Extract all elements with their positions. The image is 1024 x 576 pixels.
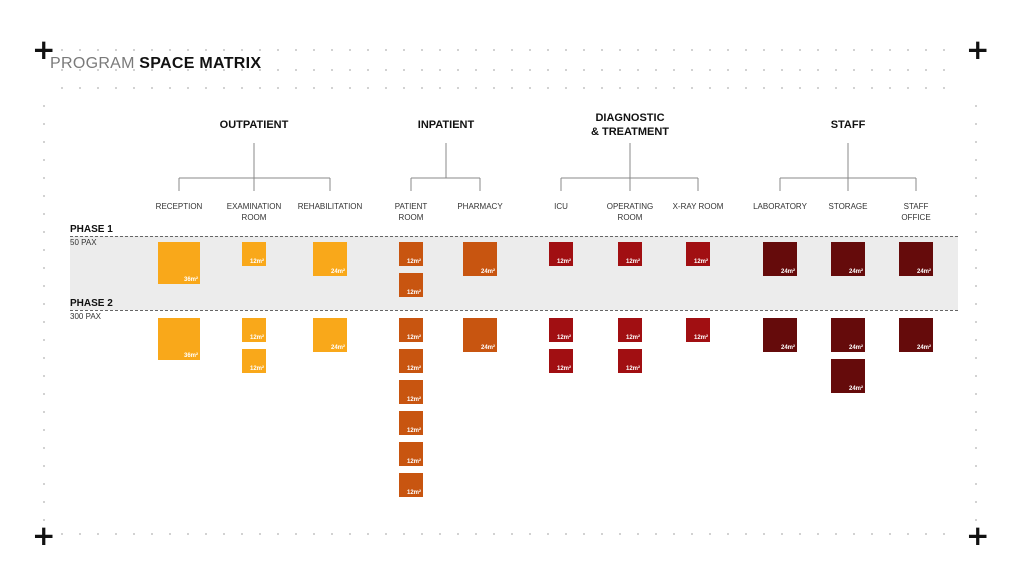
phase-2-title: PHASE 2	[70, 298, 113, 309]
room-block: 24m²	[899, 242, 933, 276]
page-title: PROGRAM SPACE MATRIX	[50, 55, 261, 73]
room-block: 12m²	[399, 442, 423, 466]
room-label: X-RAY ROOM	[672, 202, 724, 211]
room-area-label: 12m²	[406, 290, 421, 296]
room-area-label: 12m²	[406, 490, 421, 496]
room-block: 12m²	[549, 349, 573, 373]
room-area-label: 12m²	[406, 366, 421, 372]
room-area-label: 24m²	[916, 345, 931, 351]
room-block: 24m²	[463, 318, 497, 352]
room-area-label: 12m²	[556, 335, 571, 341]
room-label: STAFF OFFICE	[901, 202, 931, 222]
room-area-label: 12m²	[406, 397, 421, 403]
room-area-label: 12m²	[625, 366, 640, 372]
room-area-label: 12m²	[693, 259, 708, 265]
room-area-label: 24m²	[848, 269, 863, 275]
category-staff: STAFF	[830, 119, 866, 131]
room-label: STORAGE	[828, 202, 868, 211]
room-label: PHARMACY	[457, 202, 503, 211]
room-label: EXAMINATION ROOM	[226, 202, 282, 222]
room-block: 12m²	[549, 318, 573, 342]
title-bold: SPACE MATRIX	[139, 55, 262, 72]
room-block: 24m²	[313, 242, 347, 276]
room-block: 12m²	[549, 242, 573, 266]
room-area-label: 12m²	[625, 335, 640, 341]
room-block: 12m²	[242, 349, 266, 373]
room-block: 36m²	[158, 242, 200, 284]
phase-2-divider	[70, 310, 958, 311]
room-area-label: 12m²	[406, 259, 421, 265]
room-block: 24m²	[831, 242, 865, 276]
room-block: 24m²	[763, 318, 797, 352]
room-area-label: 12m²	[406, 428, 421, 434]
phase-1-title: PHASE 1	[70, 224, 113, 235]
room-block: 12m²	[399, 349, 423, 373]
room-label: LABORATORY	[753, 202, 807, 211]
title-light: PROGRAM	[50, 55, 135, 72]
room-area-label: 24m²	[480, 345, 495, 351]
room-label: PATIENT ROOM	[394, 202, 428, 222]
room-block: 12m²	[399, 318, 423, 342]
room-block: 24m²	[831, 318, 865, 352]
room-area-label: 12m²	[249, 366, 264, 372]
room-area-label: 24m²	[848, 345, 863, 351]
room-block: 12m²	[242, 242, 266, 266]
crosshair-icon: +	[966, 519, 990, 552]
room-area-label: 12m²	[406, 335, 421, 341]
room-area-label: 12m²	[556, 259, 571, 265]
phase-1-divider	[70, 236, 958, 237]
room-area-label: 12m²	[625, 259, 640, 265]
room-block: 12m²	[399, 242, 423, 266]
room-block: 36m²	[158, 318, 200, 360]
room-block: 12m²	[686, 318, 710, 342]
room-block: 12m²	[618, 242, 642, 266]
room-block: 24m²	[831, 359, 865, 393]
room-area-label: 24m²	[780, 269, 795, 275]
room-block: 12m²	[686, 242, 710, 266]
room-block: 24m²	[313, 318, 347, 352]
room-block: 24m²	[463, 242, 497, 276]
crosshair-icon: +	[32, 33, 56, 66]
phase-1-pax: 50 PAX	[70, 238, 97, 247]
room-block: 12m²	[399, 411, 423, 435]
category-diagnostic-treatment: DIAGNOSTIC & TREATMENT	[590, 112, 670, 138]
room-block: 24m²	[763, 242, 797, 276]
room-area-label: 24m²	[330, 345, 345, 351]
room-area-label: 24m²	[848, 386, 863, 392]
room-area-label: 24m²	[780, 345, 795, 351]
room-area-label: 12m²	[556, 366, 571, 372]
room-block: 12m²	[618, 349, 642, 373]
room-block: 12m²	[399, 380, 423, 404]
room-label: REHABILITATION	[297, 202, 363, 211]
category-outpatient: OUTPATIENT	[219, 119, 289, 131]
room-label: RECEPTION	[155, 202, 203, 211]
room-block: 12m²	[399, 473, 423, 497]
room-area-label: 12m²	[249, 335, 264, 341]
room-area-label: 24m²	[916, 269, 931, 275]
phase-2-pax: 300 PAX	[70, 312, 101, 321]
crosshair-icon: +	[966, 33, 990, 66]
room-area-label: 24m²	[330, 269, 345, 275]
room-area-label: 24m²	[480, 269, 495, 275]
room-area-label: 12m²	[406, 459, 421, 465]
room-label: OPERATING ROOM	[606, 202, 654, 222]
phase-1-band	[70, 236, 958, 310]
room-block: 12m²	[242, 318, 266, 342]
room-area-label: 12m²	[249, 259, 264, 265]
room-label: ICU	[554, 202, 568, 211]
room-area-label: 36m²	[183, 353, 198, 359]
room-block: 12m²	[618, 318, 642, 342]
room-area-label: 36m²	[183, 277, 198, 283]
crosshair-icon: +	[32, 519, 56, 552]
category-inpatient: INPATIENT	[417, 119, 475, 131]
room-block: 24m²	[899, 318, 933, 352]
room-block: 12m²	[399, 273, 423, 297]
room-area-label: 12m²	[693, 335, 708, 341]
